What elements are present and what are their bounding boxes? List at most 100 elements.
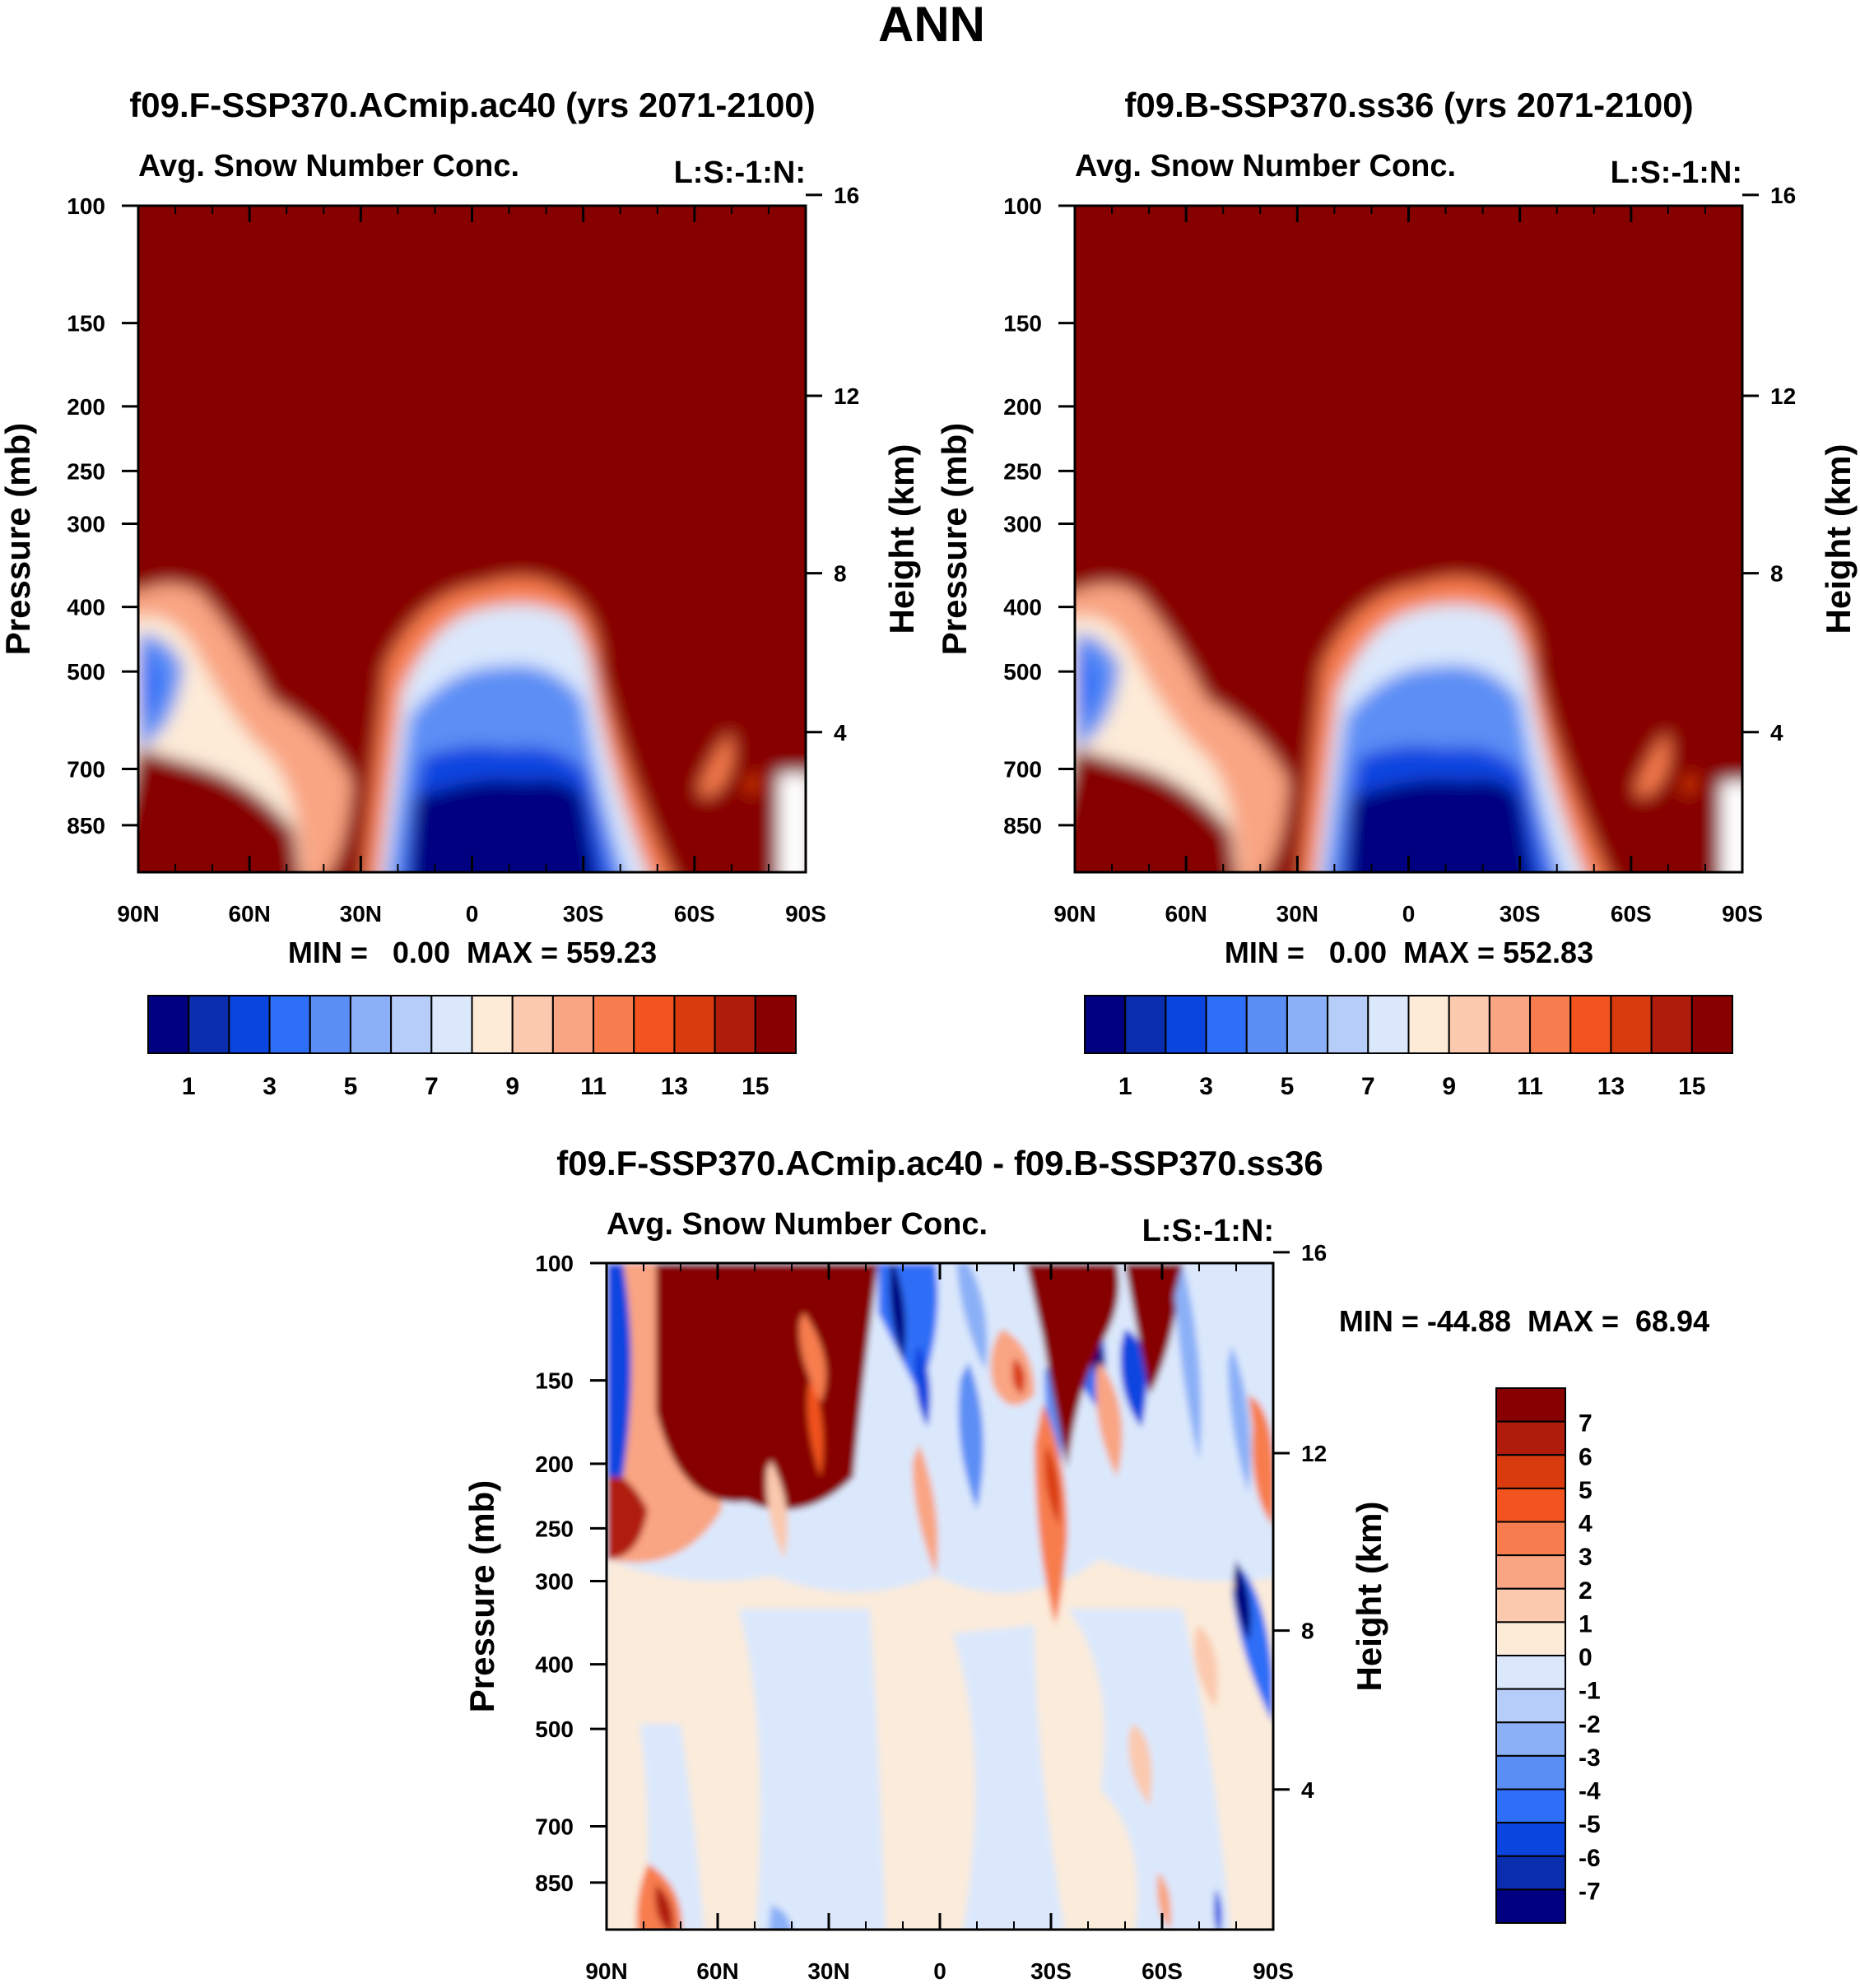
colorbar-swatch bbox=[471, 995, 514, 1054]
colorbar: 1 3 5 7 9 11 13 15 bbox=[147, 995, 797, 1100]
y2-tick-label: 16 bbox=[1770, 183, 1796, 208]
y-tick-label: 300 bbox=[535, 1568, 574, 1594]
y2-tick-label: 4 bbox=[1301, 1777, 1314, 1803]
colorbar-swatch bbox=[1084, 995, 1127, 1054]
colorbar-swatch bbox=[593, 995, 635, 1054]
y2-tick-label: 12 bbox=[1301, 1441, 1327, 1466]
colorbar-label: 9 bbox=[1442, 1073, 1456, 1100]
x-tick-label: 0 bbox=[1402, 901, 1416, 927]
colorbar-swatch bbox=[551, 995, 595, 1054]
x-tick-label: 90N bbox=[585, 1958, 627, 1984]
y-tick-label: 250 bbox=[1003, 458, 1042, 484]
colorbar: 1 3 5 7 9 11 13 15 bbox=[1084, 995, 1733, 1100]
x-tick-label: 30N bbox=[807, 1958, 849, 1984]
colorbar-label: 13 bbox=[661, 1073, 688, 1100]
colorbar-swatch bbox=[188, 995, 230, 1054]
colorbar-label: 7 bbox=[1579, 1410, 1593, 1438]
colorbar-label: 3 bbox=[1579, 1544, 1593, 1571]
colorbar-swatch bbox=[268, 995, 311, 1054]
x-tick-label: 0 bbox=[466, 901, 479, 927]
min-max-stats: MIN = 0.00 MAX = 559.23 bbox=[288, 936, 657, 969]
x-tick-label: 30S bbox=[563, 901, 604, 927]
y-tick-label: 200 bbox=[67, 394, 105, 420]
variable-label: Avg. Snow Number Conc. bbox=[1075, 149, 1456, 183]
colorbar-swatch bbox=[1495, 1420, 1566, 1456]
y-axis-label: Pressure (mb) bbox=[0, 423, 37, 655]
colorbar-swatch bbox=[1205, 995, 1248, 1054]
panel-difference: f09.F-SSP370.ACmip.ac40 - f09.B-SSP370.s… bbox=[463, 1144, 1709, 1984]
colorbar-label: -4 bbox=[1579, 1778, 1601, 1805]
colorbar-swatch bbox=[1495, 1387, 1566, 1423]
colorbar-label: 7 bbox=[425, 1073, 439, 1100]
colorbar-swatch bbox=[1165, 995, 1207, 1054]
colorbar-swatch bbox=[1495, 1587, 1566, 1623]
colorbar-swatch bbox=[1327, 995, 1369, 1054]
colorbar-swatch bbox=[1495, 1655, 1566, 1690]
colorbar-swatch bbox=[1495, 1487, 1566, 1523]
x-tick-label: 30N bbox=[1276, 901, 1318, 927]
y-tick-label: 500 bbox=[535, 1716, 574, 1742]
colorbar-swatch bbox=[1124, 995, 1167, 1054]
panel-title: f09.F-SSP370.ACmip.ac40 - f09.B-SSP370.s… bbox=[556, 1144, 1323, 1182]
y-tick-label: 250 bbox=[67, 458, 105, 484]
y2-tick-label: 12 bbox=[834, 383, 859, 409]
page-title: ANN bbox=[878, 0, 985, 52]
colorbar-label: 15 bbox=[1678, 1073, 1705, 1100]
colorbar-swatch bbox=[349, 995, 393, 1054]
colorbar-swatch bbox=[1495, 1822, 1566, 1857]
level-label: L:S:-1:N: bbox=[1142, 1214, 1274, 1248]
colorbar-swatch bbox=[1495, 1454, 1566, 1489]
min-max-stats: MIN = 0.00 MAX = 552.83 bbox=[1225, 936, 1593, 969]
y-tick-label: 150 bbox=[1003, 311, 1042, 337]
x-tick-label: 30N bbox=[340, 901, 382, 927]
colorbar-swatch bbox=[1407, 995, 1450, 1054]
colorbar-swatch bbox=[714, 995, 756, 1054]
colorbar-label: 11 bbox=[1517, 1073, 1543, 1100]
colorbar-label: -2 bbox=[1579, 1711, 1601, 1738]
axis-ticks: 90N 60N 30N 0 30S 60S 90S 100 150 200 250 300 400 500… bbox=[67, 183, 859, 927]
colorbar-swatch bbox=[1488, 995, 1532, 1054]
colorbar-label: 0 bbox=[1579, 1644, 1593, 1671]
colorbar-swatch bbox=[511, 995, 554, 1054]
y-tick-label: 100 bbox=[1003, 193, 1042, 219]
contour-field bbox=[607, 1263, 1273, 1930]
x-tick-label: 30S bbox=[1030, 1958, 1072, 1984]
panel-title: f09.F-SSP370.ACmip.ac40 (yrs 2071-2100) bbox=[129, 86, 815, 124]
y2-tick-label: 4 bbox=[1770, 720, 1783, 746]
y-tick-label: 150 bbox=[67, 311, 105, 337]
colorbar-swatch bbox=[309, 995, 351, 1054]
y2-axis-label: Height (km) bbox=[1819, 444, 1858, 634]
colorbar-swatch bbox=[1495, 1621, 1566, 1656]
y-tick-label: 850 bbox=[535, 1870, 574, 1896]
colorbar-swatch bbox=[754, 995, 797, 1054]
axis-ticks: 90N 60N 30N 0 30S 60S 90S 100 150 200 250 300 400 500… bbox=[1003, 183, 1796, 927]
colorbar-label: 11 bbox=[580, 1073, 607, 1100]
colorbar-label: 3 bbox=[263, 1073, 277, 1100]
x-tick-label: 90S bbox=[785, 901, 826, 927]
colorbar-label: 1 bbox=[1118, 1073, 1132, 1100]
x-tick-label: 90N bbox=[1053, 901, 1095, 927]
colorbar-label: 3 bbox=[1199, 1073, 1213, 1100]
y2-tick-label: 8 bbox=[834, 561, 847, 587]
colorbar-swatch bbox=[1495, 1754, 1566, 1791]
variable-label: Avg. Snow Number Conc. bbox=[138, 149, 519, 183]
panel-title: f09.B-SSP370.ss36 (yrs 2071-2100) bbox=[1124, 86, 1693, 124]
y-tick-label: 400 bbox=[1003, 595, 1042, 620]
y-tick-label: 100 bbox=[67, 193, 105, 219]
y-tick-label: 200 bbox=[1003, 394, 1042, 420]
colorbar-label: 9 bbox=[505, 1073, 519, 1100]
colorbar-label: 5 bbox=[344, 1073, 358, 1100]
colorbar-label: -1 bbox=[1579, 1678, 1601, 1705]
colorbar-swatch bbox=[1650, 995, 1693, 1054]
colorbar-label: -3 bbox=[1579, 1744, 1601, 1772]
colorbar-swatch bbox=[228, 995, 271, 1054]
colorbar-swatch bbox=[1495, 1888, 1566, 1924]
colorbar-label: -7 bbox=[1579, 1878, 1601, 1905]
y-axis-label: Pressure (mb) bbox=[463, 1480, 501, 1712]
x-tick-label: 60S bbox=[674, 901, 715, 927]
contour-field bbox=[1075, 206, 1742, 872]
y2-tick-label: 12 bbox=[1770, 383, 1796, 409]
colorbar-label: -5 bbox=[1579, 1811, 1601, 1838]
y2-tick-label: 16 bbox=[1301, 1240, 1327, 1266]
